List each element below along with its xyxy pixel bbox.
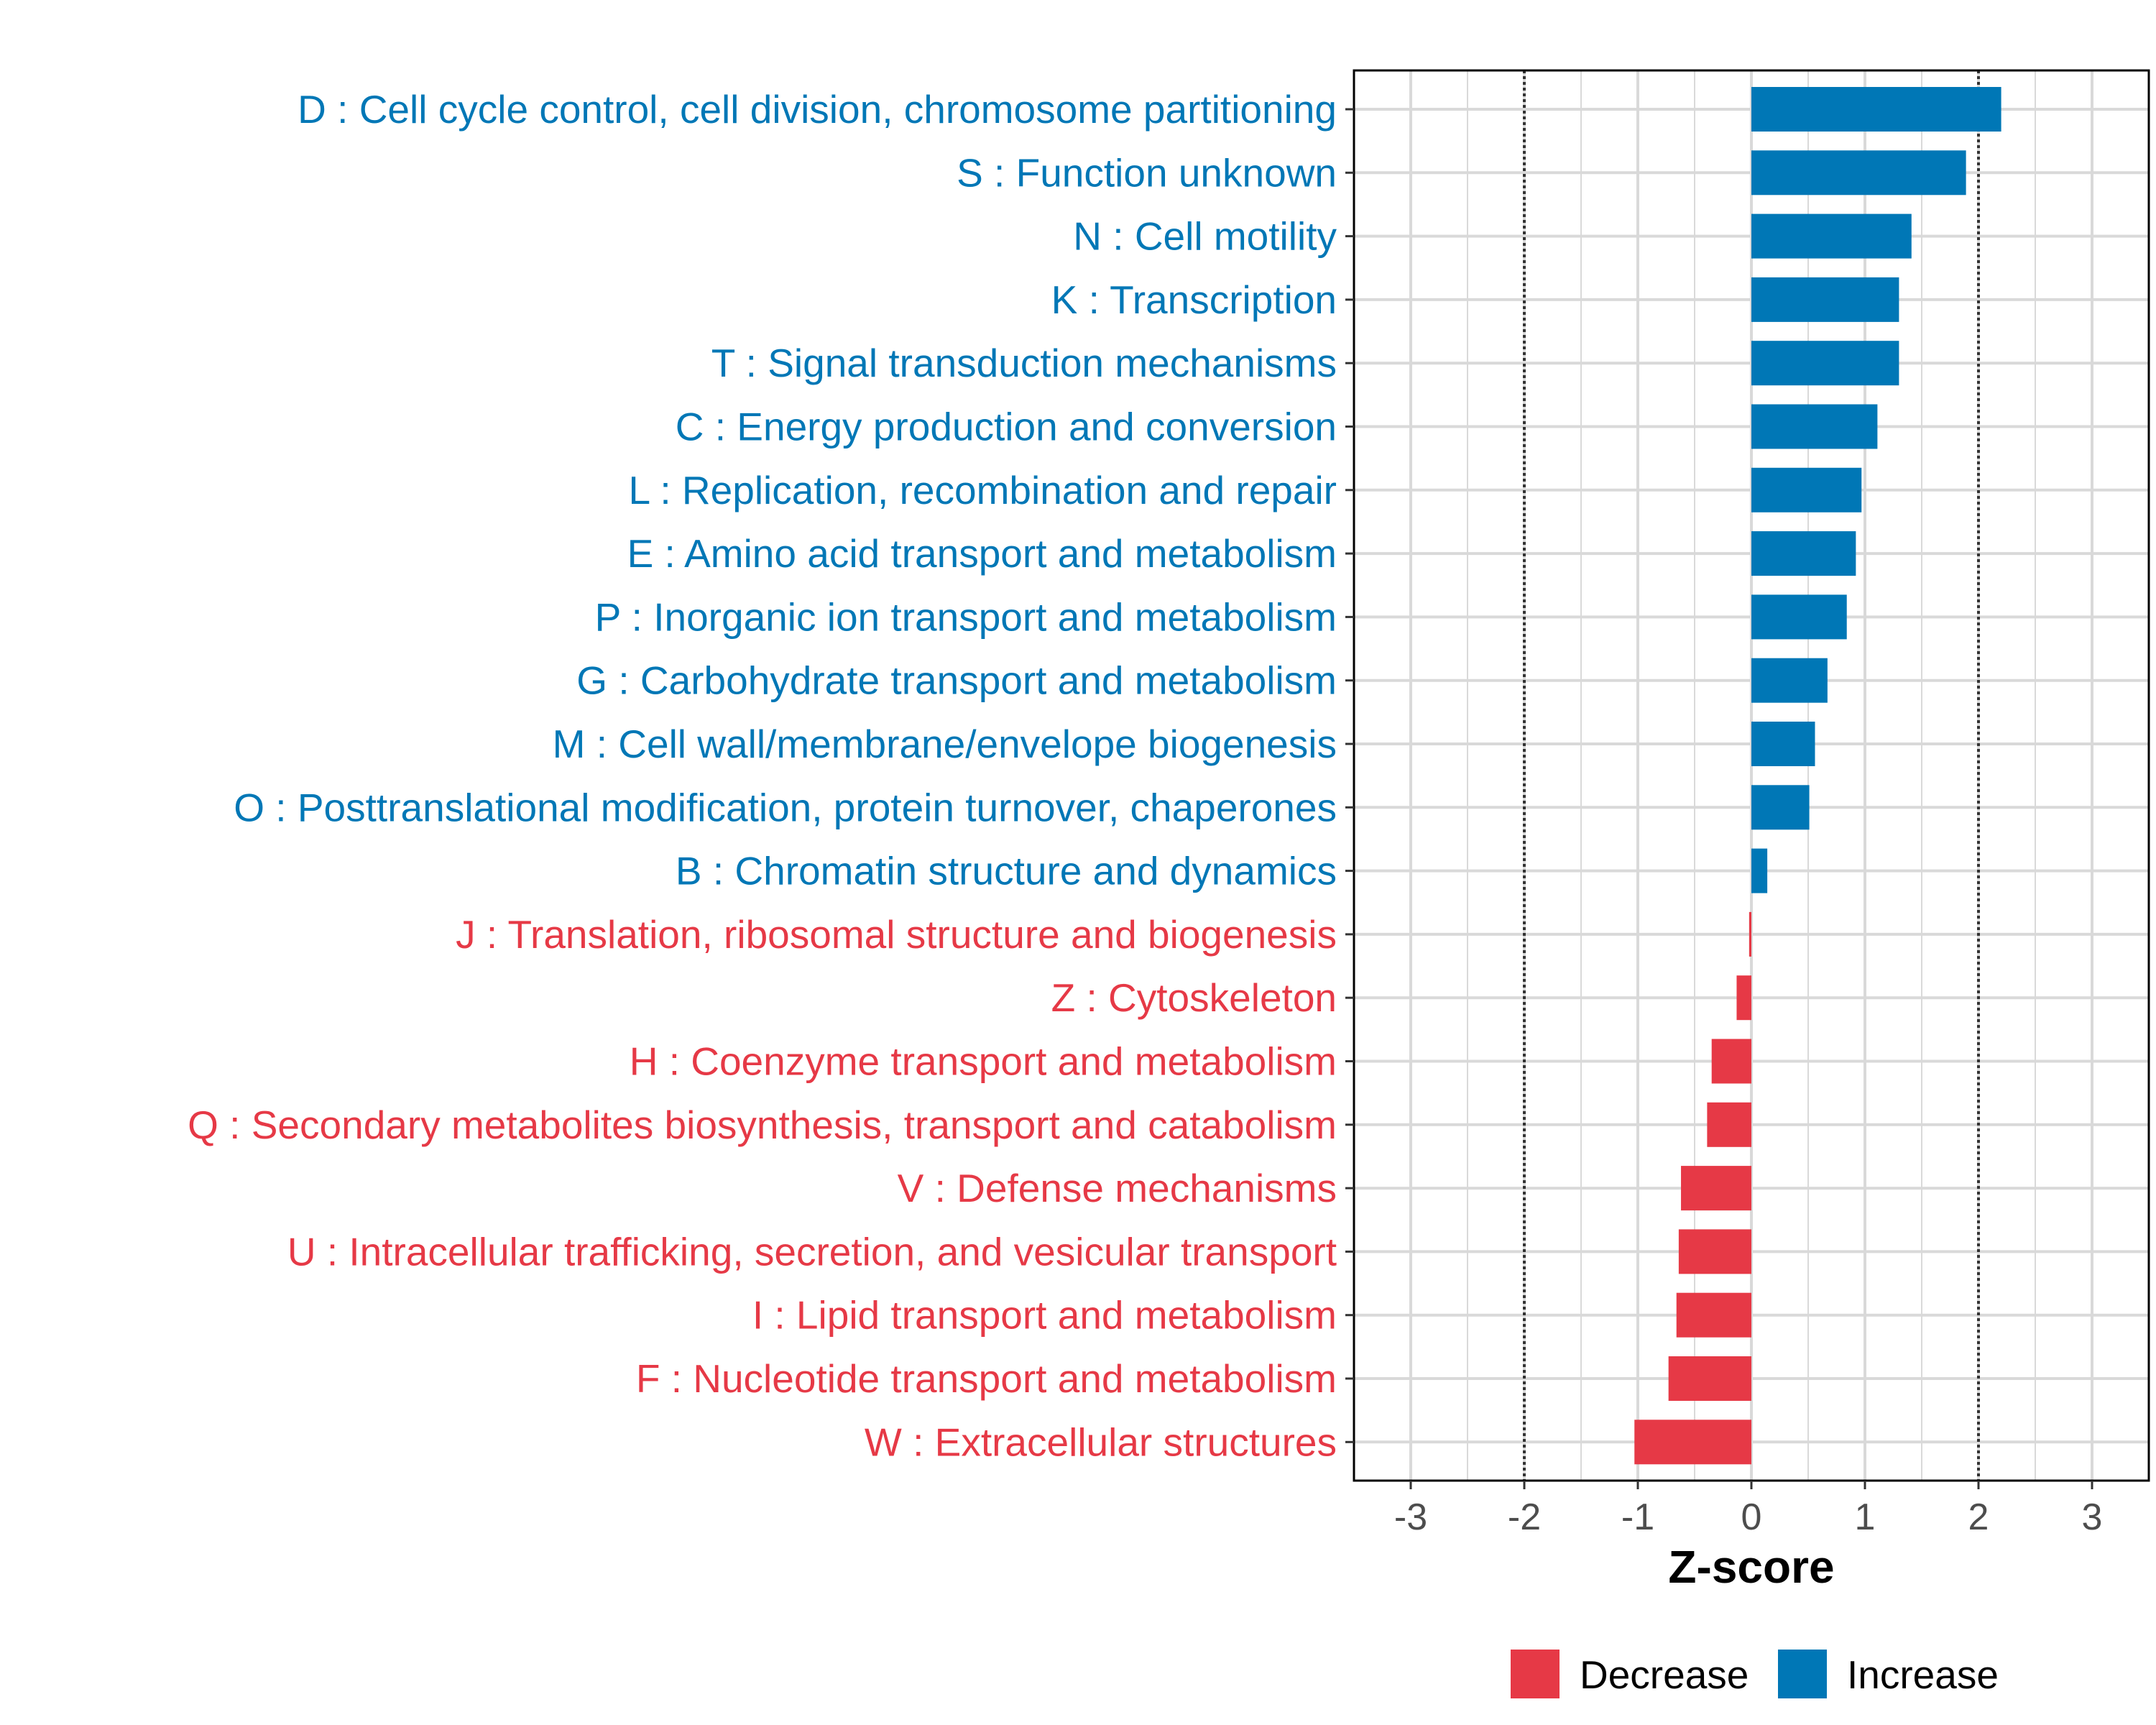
x-axis-tick-label: 3 (2082, 1496, 2103, 1538)
bar (1751, 404, 1878, 449)
bar (1751, 658, 1828, 703)
category-label: D : Cell cycle control, cell division, c… (298, 87, 1337, 132)
category-label: C : Energy production and conversion (676, 405, 1337, 449)
legend-swatch-increase (1778, 1650, 1827, 1698)
bar (1676, 1292, 1751, 1338)
legend-label-decrease: Decrease (1580, 1652, 1749, 1697)
category-label: H : Coenzyme transport and metabolism (630, 1039, 1337, 1084)
bar (1751, 341, 1899, 386)
legend-label-increase: Increase (1847, 1652, 1999, 1697)
x-axis-title: Z-score (1668, 1541, 1834, 1593)
category-label: B : Chromatin structure and dynamics (676, 849, 1337, 893)
reference-lines (1523, 70, 1980, 1481)
bar (1668, 1356, 1751, 1401)
bars (1634, 87, 2001, 1465)
category-label: G : Carbohydrate transport and metabolis… (576, 658, 1337, 703)
category-label: S : Function unknown (957, 150, 1337, 195)
category-label: N : Cell motility (1073, 214, 1337, 259)
category-label: U : Intracellular trafficking, secretion… (287, 1229, 1337, 1274)
bar (1751, 150, 1966, 196)
x-axis-tick-label: -1 (1621, 1496, 1654, 1538)
category-label: L : Replication, recombination and repai… (629, 468, 1337, 512)
x-axis-tick-label: -2 (1508, 1496, 1541, 1538)
category-label: Q : Secondary metabolites biosynthesis, … (188, 1103, 1337, 1147)
category-label: V : Defense mechanisms (898, 1166, 1337, 1210)
bar (1707, 1102, 1751, 1147)
bar (1634, 1420, 1751, 1465)
bar (1711, 1039, 1751, 1084)
category-label: M : Cell wall/membrane/envelope biogenes… (553, 722, 1337, 766)
category-label: Z : Cytoskeleton (1051, 975, 1337, 1020)
y-axis-ticks (1345, 108, 1354, 1443)
bar (1751, 594, 1847, 640)
category-label: O : Posttranslational modification, prot… (234, 785, 1337, 829)
bar (1751, 531, 1856, 576)
bar (1751, 785, 1810, 830)
category-label: I : Lipid transport and metabolism (752, 1293, 1337, 1338)
category-label: P : Inorganic ion transport and metaboli… (595, 594, 1337, 639)
x-axis-tick-label: -3 (1394, 1496, 1427, 1538)
bar (1751, 848, 1768, 893)
x-axis-tick-label: 2 (1968, 1496, 1989, 1538)
bar (1751, 467, 1862, 512)
bar (1736, 975, 1751, 1021)
legend-swatch-decrease (1511, 1650, 1560, 1698)
x-axis-tick-label: 1 (1855, 1496, 1876, 1538)
bar (1749, 911, 1751, 957)
category-label: K : Transcription (1051, 277, 1337, 322)
category-label: E : Amino acid transport and metabolism (627, 531, 1337, 576)
x-axis-tick-label: 0 (1741, 1496, 1762, 1538)
bar (1681, 1166, 1751, 1211)
category-label: F : Nucleotide transport and metabolism (636, 1356, 1337, 1401)
bar (1751, 277, 1899, 322)
bar (1751, 722, 1815, 766)
bar (1678, 1229, 1751, 1274)
bar (1751, 213, 1912, 259)
bar (1751, 87, 2001, 132)
x-axis-ticks: -3 -2 -1 0 1 2 3 (1394, 1481, 2103, 1538)
y-axis-category-labels: D : Cell cycle control, cell division, c… (188, 87, 1337, 1464)
category-label: W : Extracellular structures (865, 1420, 1337, 1464)
category-label: T : Signal transduction mechanisms (711, 341, 1337, 385)
category-label: J : Translation, ribosomal structure and… (456, 912, 1337, 957)
legend: Decrease Increase (1511, 1650, 1999, 1698)
